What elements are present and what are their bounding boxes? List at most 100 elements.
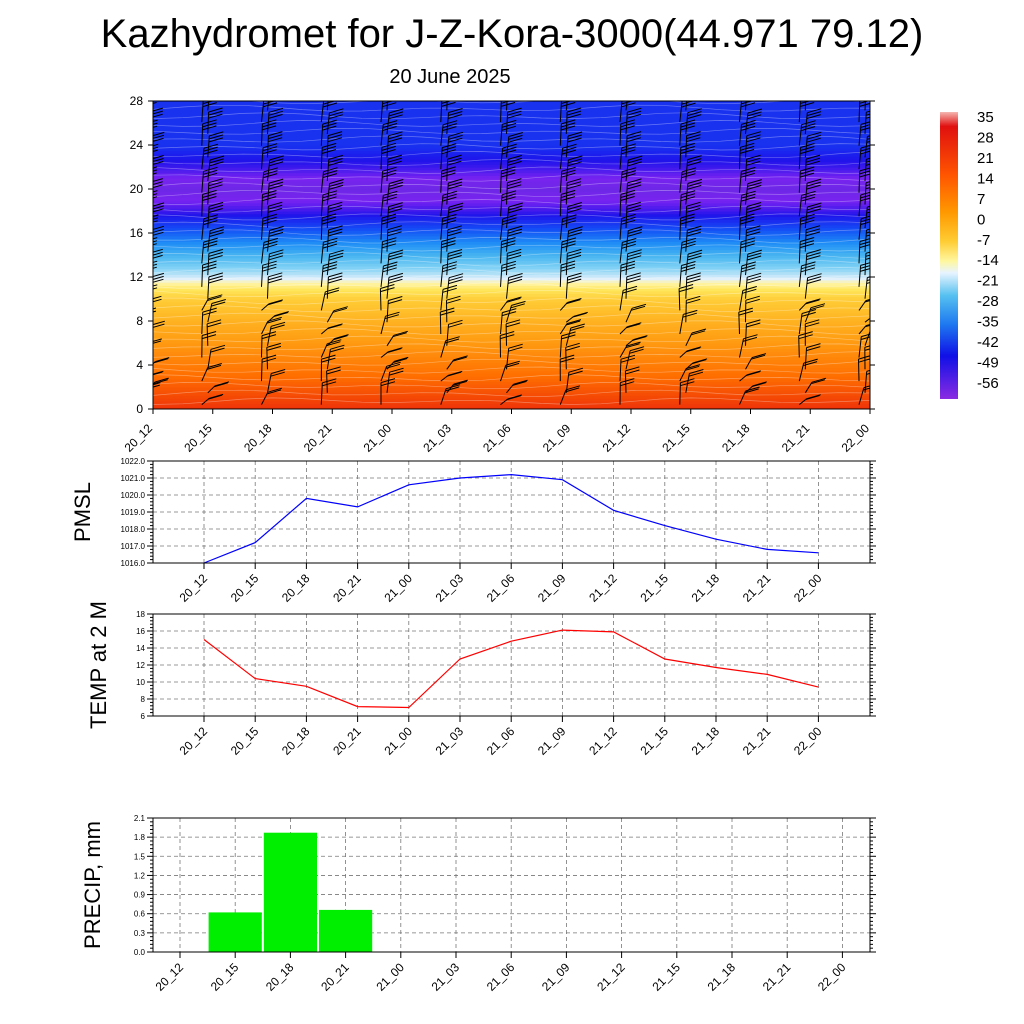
wind-barb-feather — [686, 161, 702, 167]
wind-barb-feather — [329, 182, 344, 187]
wind-barb-feather — [268, 255, 284, 261]
wind-barb-feather — [266, 345, 282, 351]
wind-barb-feather — [681, 173, 696, 179]
wind-barb-feather — [209, 131, 224, 137]
wind-barb-feather — [806, 114, 821, 120]
wind-barb-feather — [394, 356, 409, 362]
wind-barb — [207, 349, 212, 370]
temperature-band — [153, 326, 870, 330]
wind-barb-feather — [388, 252, 403, 258]
wind-barb — [858, 147, 862, 170]
wind-barb-feather — [747, 85, 761, 89]
wind-barb-feather — [207, 322, 222, 328]
wind-barb — [386, 159, 389, 182]
wind-barb — [446, 182, 449, 205]
x-tick-label: 21_09 — [540, 421, 574, 455]
wind-barb — [559, 148, 564, 170]
wind-barb-feather — [865, 251, 870, 254]
wind-barb — [745, 323, 747, 346]
wind-barb — [858, 101, 861, 123]
wind-barb-feather — [153, 323, 165, 328]
contour-line — [153, 221, 870, 229]
wind-barb-feather — [448, 137, 463, 143]
wind-barb-feather — [208, 275, 223, 281]
wind-barb-feather — [687, 225, 702, 231]
temperature-band — [153, 216, 870, 220]
wind-barb-feather — [860, 197, 870, 202]
wind-barb — [267, 373, 272, 393]
wind-barb-feather — [269, 252, 284, 258]
wind-barb — [739, 390, 747, 405]
x-tick-label: 21_12 — [586, 571, 620, 605]
wind-barb-feather — [202, 196, 217, 201]
wind-barb-feather — [149, 91, 163, 95]
wind-barb — [864, 136, 868, 158]
wind-barb-feather — [203, 166, 218, 172]
wind-barb-feather — [327, 134, 343, 140]
wind-barb-feather — [625, 369, 640, 375]
wind-barb-feather — [560, 263, 576, 269]
wind-barb-feather — [441, 101, 456, 107]
wind-barb-feather — [860, 144, 870, 149]
wind-barb-feather — [153, 384, 160, 388]
wind-barb — [864, 182, 867, 205]
wind-barb-feather — [687, 184, 702, 190]
wind-barb-feather — [388, 91, 402, 95]
wind-barb-feather — [447, 225, 462, 231]
wind-barb-feather — [321, 354, 336, 360]
wind-barb-feather — [507, 178, 522, 184]
wind-barb-feather — [322, 243, 337, 249]
wind-barb-feather — [567, 131, 583, 137]
wind-barb-feather — [327, 204, 343, 210]
wind-barb-feather — [806, 181, 821, 187]
wind-barb-feather — [328, 161, 343, 166]
wind-barb-feather — [800, 267, 816, 273]
y-tick-label: 16 — [136, 627, 145, 636]
wind-barb-feather — [447, 181, 463, 187]
wind-barb-feather — [687, 114, 702, 120]
wind-barb — [506, 112, 509, 134]
wind-barb-feather — [267, 300, 282, 306]
wind-barb-feather — [622, 285, 638, 291]
wind-barb — [207, 159, 211, 182]
wind-barb — [440, 147, 443, 170]
wind-barb-feather — [567, 205, 582, 210]
wind-barb-feather — [214, 381, 230, 387]
wind-barb — [804, 253, 808, 276]
wind-barb-feather — [626, 137, 641, 143]
wind-barb-feather — [751, 382, 766, 388]
wind-barb-feather — [741, 122, 756, 128]
wind-barb — [625, 339, 634, 347]
wind-barb-feather — [801, 190, 816, 196]
wind-barb-feather — [380, 284, 395, 289]
wind-barb-feather — [505, 360, 520, 366]
wind-barb-feather — [502, 220, 517, 226]
wind-barb-feather — [506, 297, 521, 303]
wind-barb-feather — [747, 108, 763, 114]
wind-barb — [142, 289, 143, 311]
wind-barb-feather — [860, 127, 870, 131]
wind-barb-feather — [329, 88, 343, 92]
temperature-band — [153, 106, 870, 110]
wind-barb-feather — [627, 161, 642, 167]
wind-barb-feather — [508, 225, 523, 231]
wind-barb-feather — [261, 357, 277, 363]
wind-barb-feather — [871, 313, 885, 317]
temperature-band — [153, 279, 870, 284]
wind-barb-feather — [327, 207, 343, 213]
wind-barb-feather — [202, 189, 217, 195]
wind-barb — [685, 362, 694, 370]
wind-barb-feather — [622, 167, 637, 173]
wind-barb-feather — [627, 255, 642, 261]
wind-barb-feather — [208, 204, 224, 210]
wind-barb — [506, 253, 508, 276]
wind-barb-feather — [866, 85, 880, 89]
wind-barb-feather — [448, 279, 463, 285]
wind-barb — [739, 101, 742, 123]
wind-barb-feather — [501, 169, 516, 175]
wind-barb — [500, 148, 504, 170]
wind-barb — [267, 112, 270, 134]
wind-barb-feather — [508, 134, 523, 140]
temperature-band — [153, 367, 870, 372]
temperature-band — [153, 158, 870, 163]
